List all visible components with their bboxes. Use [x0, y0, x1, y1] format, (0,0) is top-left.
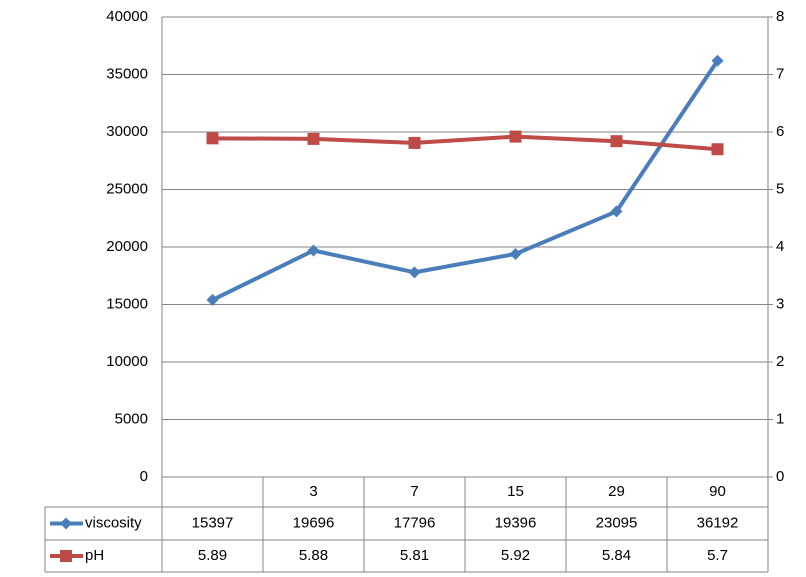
y-tick-label: 10000 [106, 353, 148, 370]
y2-tick-label: 1 [776, 410, 784, 427]
legend-key-marker [60, 550, 72, 562]
data-point [307, 132, 320, 145]
y-tick-label: 5000 [115, 410, 148, 427]
series-line [212, 134, 718, 152]
y2-tick-label: 0 [776, 468, 784, 485]
table-value: 15397 [192, 514, 234, 531]
x-tick-label: 15 [507, 483, 524, 500]
y2-tick-label: 6 [776, 123, 784, 140]
y2-tick-label: 8 [776, 8, 784, 25]
legend-label: viscosity [85, 514, 142, 531]
table-value: 17796 [394, 514, 436, 531]
y2-tick-label: 4 [776, 238, 784, 255]
y-tick-label: 15000 [106, 295, 148, 312]
data-point [711, 143, 724, 156]
legend-key-marker [60, 517, 72, 530]
y-tick-label: 35000 [106, 65, 148, 82]
data-point [509, 247, 522, 260]
data-point [711, 54, 724, 67]
table-value: 19396 [495, 514, 537, 531]
y2-tick-label: 3 [776, 295, 784, 312]
data-point [408, 136, 421, 149]
table-value: 5.81 [400, 547, 429, 564]
y2-tick-label: 2 [776, 353, 784, 370]
x-tick-label: 3 [309, 483, 317, 500]
legend-label: pH [85, 547, 104, 564]
x-tick-label: 7 [410, 483, 418, 500]
table-value: 5.7 [707, 547, 728, 564]
table-value: 5.89 [198, 547, 227, 564]
table-value: 23095 [596, 514, 638, 531]
data-point [610, 135, 623, 148]
x-tick-label: 90 [709, 483, 726, 500]
data-point [206, 132, 219, 145]
data-point [408, 266, 421, 279]
table-value: 5.92 [501, 547, 530, 564]
y2-tick-label: 7 [776, 65, 784, 82]
x-tick-label: 29 [608, 483, 625, 500]
data-point [307, 244, 320, 257]
y-tick-label: 25000 [106, 180, 148, 197]
data-point [610, 205, 623, 218]
table-value: 5.84 [602, 547, 631, 564]
series-line [211, 59, 720, 302]
y-tick-label: 40000 [106, 8, 148, 25]
y-tick-label: 30000 [106, 123, 148, 140]
data-point [206, 293, 219, 306]
y-tick-label: 20000 [106, 238, 148, 255]
table-value: 5.88 [299, 547, 328, 564]
table-value: 19696 [293, 514, 335, 531]
y-tick-label: 0 [140, 468, 148, 485]
y2-tick-label: 5 [776, 180, 784, 197]
table-value: 36192 [697, 514, 739, 531]
data-point [509, 130, 522, 143]
